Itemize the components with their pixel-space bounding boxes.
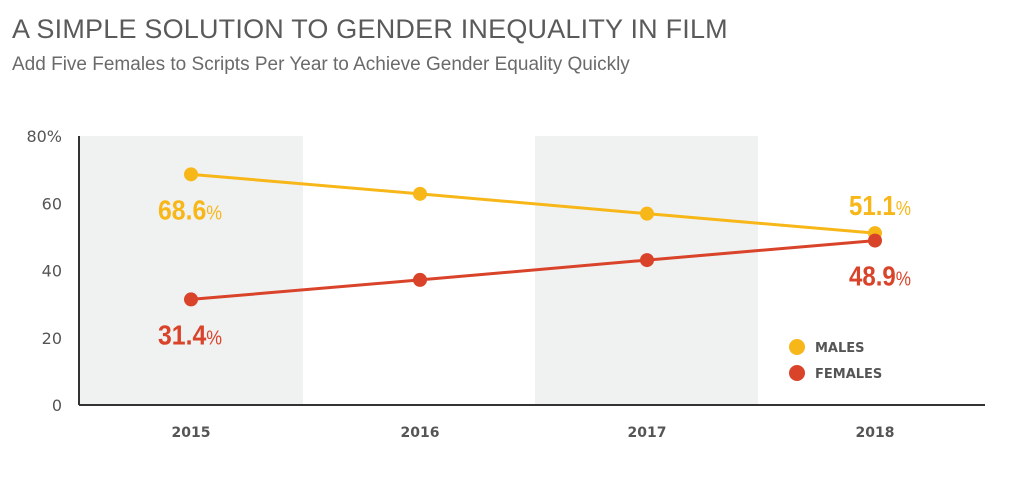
y-tick-label: 40	[42, 262, 62, 281]
data-point	[640, 253, 654, 268]
data-label: 68.6%	[158, 194, 222, 225]
legend-label-males: MALES	[815, 341, 865, 356]
series-line-males	[190, 172, 876, 235]
legend-marker-males	[789, 339, 805, 355]
x-tick-label: 2017	[628, 425, 667, 441]
data-label: 31.4%	[158, 319, 222, 350]
y-tick-label: 60	[42, 194, 62, 213]
shaded-band-2017	[535, 136, 758, 405]
data-point	[868, 233, 882, 248]
chart-subtitle: Add Five Females to Scripts Per Year to …	[12, 54, 630, 75]
data-point	[184, 167, 198, 182]
chart-title: A SIMPLE SOLUTION TO GENDER INEQUALITY I…	[12, 14, 728, 44]
data-point	[413, 186, 427, 201]
legend-marker-females	[789, 365, 805, 381]
x-tick-label: 2015	[172, 425, 211, 441]
y-tick-label: 20	[42, 329, 62, 348]
data-label: 51.1%	[849, 190, 911, 221]
legend-label-females: FEMALES	[815, 367, 882, 382]
x-tick-label: 2016	[401, 425, 440, 441]
data-point	[184, 292, 198, 307]
y-tick-label: 0	[52, 396, 62, 415]
x-tick-label: 2018	[856, 425, 895, 441]
series-line-females	[190, 239, 876, 301]
y-tick-label: 80%	[26, 127, 62, 146]
data-point	[640, 206, 654, 221]
data-label: 48.9%	[849, 261, 911, 292]
data-point	[413, 272, 427, 287]
